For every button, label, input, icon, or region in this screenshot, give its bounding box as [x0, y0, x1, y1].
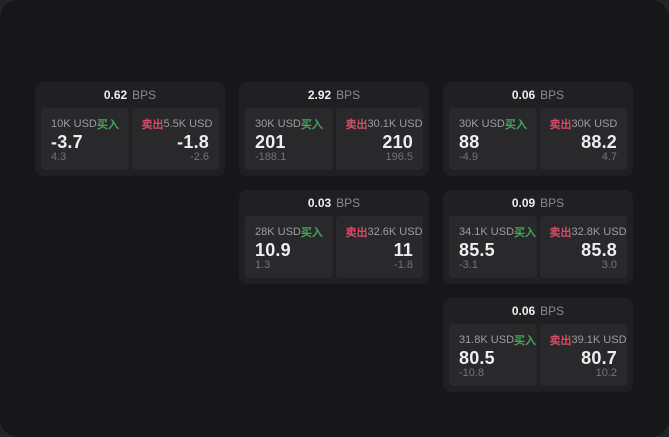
buy-notional: 30K USD: [459, 118, 505, 130]
bps-unit-label: BPS: [132, 88, 157, 102]
buy-panel[interactable]: 28K USD 买入 10.9 1.3: [245, 216, 333, 278]
buy-price: -3.7: [51, 131, 83, 152]
buy-price: 85.5: [459, 239, 495, 260]
sell-notional: 5.5K USD: [163, 118, 213, 130]
sell-panel[interactable]: 卖出 32.8K USD 85.8 3.0: [539, 216, 627, 278]
buy-side-label: 买入: [514, 227, 537, 239]
sell-price: 80.7: [581, 347, 617, 368]
card-header: 0.06 BPS: [443, 82, 633, 108]
bps-value: 0.06: [511, 88, 536, 102]
buy-notional: 10K USD: [51, 118, 97, 130]
sell-notional: 32.6K USD: [367, 226, 423, 238]
buy-delta: 1.3: [255, 259, 271, 271]
buy-notional: 34.1K USD: [459, 226, 515, 238]
buy-side-label: 买入: [514, 335, 537, 347]
side-panels: 10K USD 买入 -3.7 4.3 卖出 5.5K USD -1.8 -2.…: [35, 108, 225, 176]
buy-panel[interactable]: 10K USD 买入 -3.7 4.3: [41, 108, 129, 170]
sell-delta: 196.5: [385, 151, 413, 163]
sell-delta: 4.7: [601, 151, 617, 163]
card-header: 2.92 BPS: [239, 82, 429, 108]
bps-value: 0.09: [511, 196, 536, 210]
card-header: 0.03 BPS: [239, 190, 429, 216]
quote-card[interactable]: 0.06 BPS 30K USD 买入 88 -4.9 卖出 30K USD: [443, 82, 633, 176]
bps-unit-label: BPS: [540, 196, 565, 210]
sell-delta: 10.2: [595, 367, 617, 379]
side-panels: 30K USD 买入 201 -188.1 卖出 30.1K USD 210 1…: [239, 108, 429, 176]
side-panels: 28K USD 买入 10.9 1.3 卖出 32.6K USD 11 -1.8: [239, 216, 429, 284]
sell-side-label: 卖出: [549, 119, 572, 131]
buy-side-label: 买入: [300, 227, 323, 239]
sell-panel[interactable]: 卖出 39.1K USD 80.7 10.2: [539, 324, 627, 386]
buy-delta: -4.9: [459, 151, 478, 163]
sell-side-label: 卖出: [549, 227, 572, 239]
buy-panel[interactable]: 30K USD 买入 88 -4.9: [449, 108, 537, 170]
buy-price: 80.5: [459, 347, 495, 368]
buy-panel[interactable]: 31.8K USD 买入 80.5 -10.8: [449, 324, 537, 386]
sell-side-label: 卖出: [549, 335, 572, 347]
bps-value: 0.03: [307, 196, 332, 210]
quote-card[interactable]: 0.09 BPS 34.1K USD 买入 85.5 -3.1 卖出 32.8K…: [443, 190, 633, 284]
side-panels: 34.1K USD 买入 85.5 -3.1 卖出 32.8K USD 85.8…: [443, 216, 633, 284]
sell-notional: 30K USD: [571, 118, 618, 130]
buy-price: 10.9: [255, 239, 291, 260]
buy-panel[interactable]: 30K USD 买入 201 -188.1: [245, 108, 333, 170]
bps-unit-label: BPS: [540, 304, 565, 318]
quote-card[interactable]: 0.06 BPS 31.8K USD 买入 80.5 -10.8 卖出 39.1…: [443, 298, 633, 392]
sell-price: 11: [393, 239, 413, 260]
sell-panel[interactable]: 卖出 32.6K USD 11 -1.8: [335, 216, 423, 278]
sell-price: 210: [382, 131, 413, 152]
buy-delta: -3.1: [459, 259, 478, 271]
buy-side-label: 买入: [96, 119, 119, 131]
quote-card-grid: 0.62 BPS 10K USD 买入 -3.7 4.3 卖出 5.5K USD: [35, 82, 633, 392]
sell-delta: -2.6: [190, 151, 209, 163]
quote-card[interactable]: 0.62 BPS 10K USD 买入 -3.7 4.3 卖出 5.5K USD: [35, 82, 225, 176]
buy-price: 88: [459, 131, 480, 152]
sell-delta: 3.0: [601, 259, 617, 271]
buy-panel[interactable]: 34.1K USD 买入 85.5 -3.1: [449, 216, 537, 278]
quote-card[interactable]: 2.92 BPS 30K USD 买入 201 -188.1 卖出 30.1K …: [239, 82, 429, 176]
bps-unit-label: BPS: [336, 88, 361, 102]
quote-card[interactable]: 0.03 BPS 28K USD 买入 10.9 1.3 卖出 32.6K US…: [239, 190, 429, 284]
sell-side-label: 卖出: [141, 119, 164, 131]
buy-delta: -188.1: [255, 151, 287, 163]
bps-value: 0.06: [511, 304, 536, 318]
buy-delta: 4.3: [51, 151, 67, 163]
sell-price: 88.2: [581, 131, 617, 152]
sell-side-label: 卖出: [345, 227, 368, 239]
buy-notional: 30K USD: [255, 118, 301, 130]
sell-notional: 30.1K USD: [367, 118, 423, 130]
sell-panel[interactable]: 卖出 30K USD 88.2 4.7: [539, 108, 627, 170]
side-panels: 31.8K USD 买入 80.5 -10.8 卖出 39.1K USD 80.…: [443, 324, 633, 392]
card-header: 0.09 BPS: [443, 190, 633, 216]
buy-side-label: 买入: [504, 119, 527, 131]
card-header: 0.06 BPS: [443, 298, 633, 324]
bps-unit-label: BPS: [336, 196, 361, 210]
buy-delta: -10.8: [459, 367, 485, 379]
sell-price: 85.8: [581, 239, 617, 260]
sell-notional: 39.1K USD: [571, 334, 627, 346]
buy-notional: 28K USD: [255, 226, 301, 238]
sell-panel[interactable]: 卖出 5.5K USD -1.8 -2.6: [131, 108, 219, 170]
sell-side-label: 卖出: [345, 119, 368, 131]
buy-notional: 31.8K USD: [459, 334, 515, 346]
sell-price: -1.8: [177, 131, 209, 152]
card-header: 0.62 BPS: [35, 82, 225, 108]
sell-delta: -1.8: [394, 259, 413, 271]
sell-panel[interactable]: 卖出 30.1K USD 210 196.5: [335, 108, 423, 170]
buy-price: 201: [255, 131, 286, 152]
side-panels: 30K USD 买入 88 -4.9 卖出 30K USD 88.2 4.7: [443, 108, 633, 176]
buy-side-label: 买入: [300, 119, 323, 131]
sell-notional: 32.8K USD: [571, 226, 627, 238]
bps-value: 0.62: [103, 88, 128, 102]
bps-unit-label: BPS: [540, 88, 565, 102]
bps-value: 2.92: [307, 88, 332, 102]
